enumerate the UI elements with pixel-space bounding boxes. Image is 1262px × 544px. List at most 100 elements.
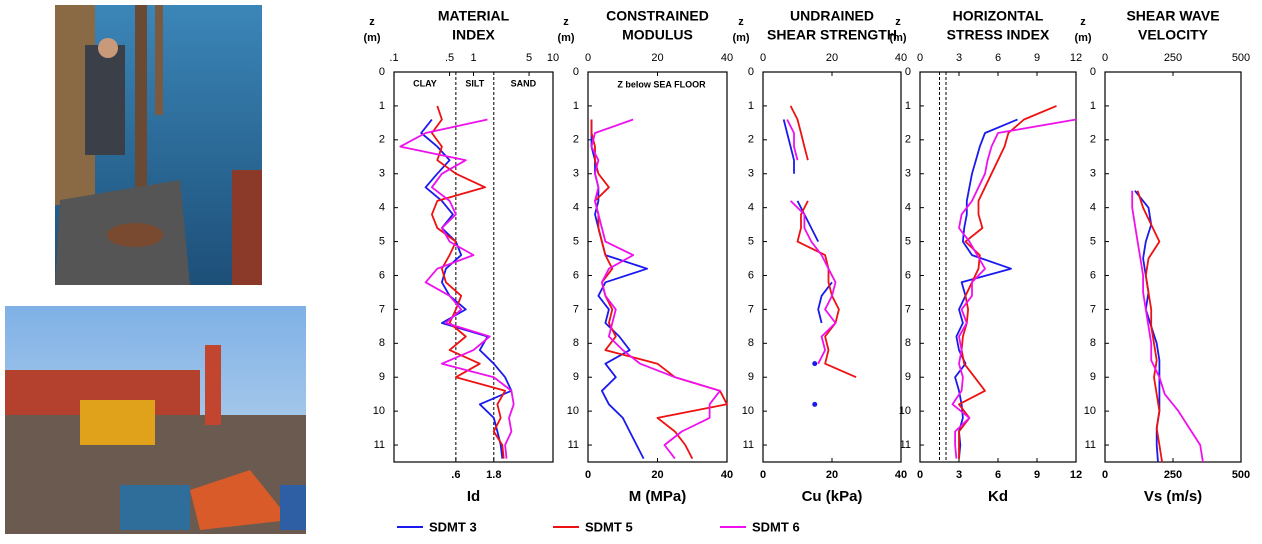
x-tick-label: 20 bbox=[651, 52, 663, 64]
y-tick-label: 10 bbox=[1084, 405, 1096, 417]
x-tick-label: 0 bbox=[917, 52, 923, 64]
x-tick-label: 250 bbox=[1164, 52, 1182, 64]
y-tick-label: 10 bbox=[567, 405, 579, 417]
y-tick-label: 7 bbox=[1090, 303, 1096, 315]
x-tick-label: 5 bbox=[526, 52, 532, 64]
x-tick-label: 0 bbox=[760, 469, 766, 481]
y-tick-label: 3 bbox=[1090, 168, 1096, 180]
y-tick-label: 1 bbox=[905, 100, 911, 112]
panel-title: SHEAR STRENGTH bbox=[767, 27, 897, 43]
y-tick-label: 9 bbox=[573, 371, 579, 383]
y-tick-label: 1 bbox=[379, 100, 385, 112]
y-tick-label: 8 bbox=[379, 337, 385, 349]
panel: MATERIAL INDEX z (m) 0 1 2 3 4 5 6 7 8 9 10 11 .1 .5 1 5 10.… bbox=[363, 8, 559, 505]
y-tick-label: 2 bbox=[905, 134, 911, 146]
profile-line bbox=[590, 118, 721, 460]
y-tick-label: 8 bbox=[1090, 337, 1096, 349]
y-tick-label: 9 bbox=[379, 371, 385, 383]
x-tick-label: 6 bbox=[995, 469, 1001, 481]
x-tick-label: 3 bbox=[956, 469, 962, 481]
y-tick-label: 11 bbox=[743, 439, 754, 451]
x-tick-label: 20 bbox=[826, 52, 838, 64]
y-tick-label: 9 bbox=[748, 371, 754, 383]
profile-line bbox=[786, 119, 799, 161]
y-tick-label: 11 bbox=[374, 439, 385, 451]
x-tick-label: 40 bbox=[895, 52, 907, 64]
x-tick-label: 250 bbox=[1164, 469, 1182, 481]
y-tick-label: 4 bbox=[905, 202, 911, 214]
x-tick-label: 0 bbox=[1102, 52, 1108, 64]
y-tick-label: 3 bbox=[379, 168, 385, 180]
depth-unit: (m) bbox=[557, 32, 574, 44]
y-tick-label: 2 bbox=[748, 134, 754, 146]
x-tick-label: 0 bbox=[585, 52, 591, 64]
y-tick-label: 7 bbox=[573, 303, 579, 315]
panel: CONSTRAINED MODULUS z (m) 0 1 2 3 4 5 6 7 8 9 10 11 0 20 4… bbox=[557, 8, 733, 505]
x-tick-label: 40 bbox=[721, 52, 733, 64]
profile-line bbox=[789, 200, 837, 365]
x-axis-label: M (MPa) bbox=[629, 488, 687, 505]
profile-line bbox=[399, 118, 515, 459]
x-axis-label: Vs (m/s) bbox=[1144, 488, 1202, 505]
y-tick-label: 1 bbox=[1090, 100, 1096, 112]
x-tick-label: 12 bbox=[1070, 52, 1082, 64]
y-tick-label: 5 bbox=[1090, 235, 1096, 247]
x-tick-label: 9 bbox=[1034, 52, 1040, 64]
x-tick-label: 40 bbox=[721, 469, 733, 481]
plot-frame bbox=[393, 71, 554, 463]
x-tick-label: 500 bbox=[1232, 469, 1250, 481]
panel-title: MODULUS bbox=[622, 27, 693, 43]
panel-title: INDEX bbox=[452, 27, 495, 43]
depth-label: z bbox=[369, 16, 375, 28]
y-tick-label: 6 bbox=[748, 269, 754, 281]
y-tick-label: 9 bbox=[905, 371, 911, 383]
photo-offshore bbox=[55, 5, 262, 285]
y-tick-label: 2 bbox=[379, 134, 385, 146]
x-tick-label: 9 bbox=[1034, 469, 1040, 481]
plot-frame bbox=[919, 71, 1077, 463]
x-tick-label: .6 bbox=[451, 469, 460, 481]
profile-line bbox=[420, 118, 513, 459]
y-tick-label: 5 bbox=[379, 235, 385, 247]
depth-unit: (m) bbox=[732, 32, 749, 44]
profile-line bbox=[951, 118, 1077, 459]
y-tick-label: 3 bbox=[748, 168, 754, 180]
x-tick-label: 0 bbox=[760, 52, 766, 64]
profile-line bbox=[817, 281, 833, 324]
depth-label: z bbox=[738, 16, 744, 28]
panel-title: MATERIAL bbox=[438, 8, 510, 24]
profile-line bbox=[958, 105, 1057, 459]
x-tick-label: 1.8 bbox=[486, 469, 501, 481]
y-tick-label: 1 bbox=[573, 100, 579, 112]
y-tick-label: 8 bbox=[905, 337, 911, 349]
x-tick-label: 10 bbox=[547, 52, 559, 64]
y-tick-label: 5 bbox=[573, 235, 579, 247]
y-tick-label: 6 bbox=[379, 269, 385, 281]
data-point bbox=[812, 401, 818, 407]
zone-label: CLAY bbox=[413, 78, 437, 88]
legend-label: SDMT 5 bbox=[585, 519, 633, 534]
panel-title: CONSTRAINED bbox=[606, 8, 709, 24]
y-tick-label: 11 bbox=[1085, 439, 1096, 451]
x-tick-label: 500 bbox=[1232, 52, 1250, 64]
depth-unit: (m) bbox=[889, 32, 906, 44]
x-tick-label: 6 bbox=[995, 52, 1001, 64]
y-tick-label: 10 bbox=[899, 405, 911, 417]
x-tick-label: 1 bbox=[470, 52, 476, 64]
depth-label: z bbox=[1080, 16, 1086, 28]
x-axis-label: Cu (kPa) bbox=[802, 488, 863, 505]
profile-line bbox=[431, 105, 506, 459]
y-tick-label: 1 bbox=[748, 100, 754, 112]
data-point bbox=[812, 361, 818, 367]
y-tick-label: 8 bbox=[573, 337, 579, 349]
x-axis-label: Kd bbox=[988, 488, 1008, 505]
x-tick-label: 12 bbox=[1070, 469, 1082, 481]
x-tick-label: 20 bbox=[651, 469, 663, 481]
panel-title: SHEAR WAVE bbox=[1126, 8, 1219, 24]
y-tick-label: 6 bbox=[905, 269, 911, 281]
y-tick-label: 9 bbox=[1090, 371, 1096, 383]
y-tick-label: 11 bbox=[568, 439, 579, 451]
profile-line bbox=[1134, 190, 1161, 463]
